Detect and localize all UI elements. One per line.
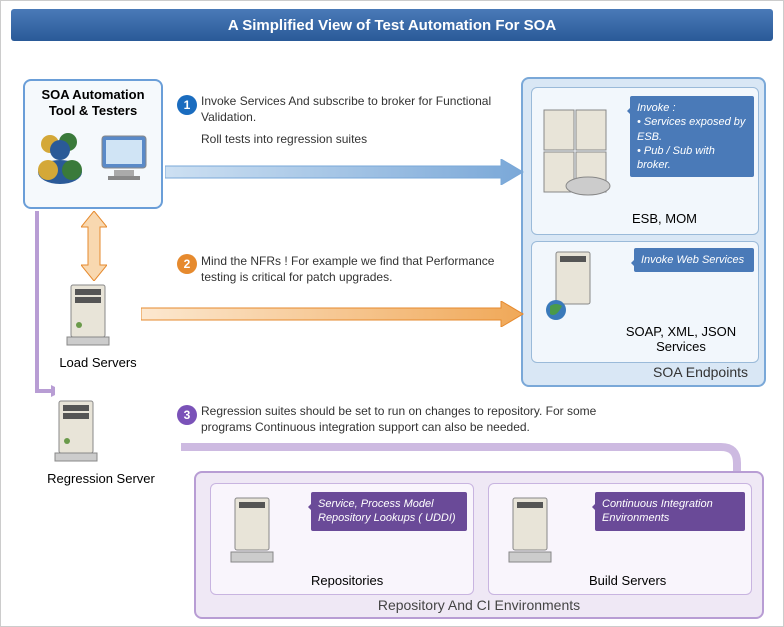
- repositories-label: Repositories: [311, 573, 383, 588]
- tool-testers-box: SOA Automation Tool & Testers: [23, 79, 163, 209]
- step-1-badge: 1: [177, 95, 197, 115]
- diagram-title: A Simplified View of Test Automation For…: [228, 17, 556, 34]
- tool-title: SOA Automation Tool & Testers: [25, 87, 161, 120]
- invoke-callout: Invoke : • Services exposed by ESB. • Pu…: [630, 96, 754, 177]
- repo-callout: Service, Process Model Repository Lookup…: [311, 492, 467, 531]
- regression-server-label: Regression Server: [41, 471, 161, 486]
- soa-endpoints-box: SOA Endpoints Invoke : • Services expose…: [521, 77, 766, 387]
- step-2-text: Mind the NFRs ! For example we find that…: [201, 253, 501, 285]
- arrow-step2: [141, 301, 525, 327]
- step-2-badge: 2: [177, 254, 197, 274]
- monitor-icon: [96, 128, 152, 184]
- esb-label: ESB, MOM: [632, 211, 697, 226]
- regression-server: Regression Server: [41, 397, 161, 486]
- build-servers-label: Build Servers: [589, 573, 666, 588]
- step-1-text: Invoke Services And subscribe to broker …: [201, 93, 501, 148]
- diagram-canvas: A Simplified View of Test Automation For…: [0, 0, 784, 627]
- step-3-badge: 3: [177, 405, 197, 425]
- ci-callout: Continuous Integration Environments: [595, 492, 745, 531]
- endpoints-title: SOA Endpoints: [653, 364, 748, 380]
- server-icon: [53, 281, 123, 351]
- server-icon: [217, 494, 287, 570]
- repo-ci-title: Repository And CI Environments: [196, 597, 762, 613]
- title-bar: A Simplified View of Test Automation For…: [11, 9, 773, 41]
- server-icon: [538, 248, 608, 328]
- load-servers: Load Servers: [53, 281, 143, 370]
- esb-mom-box: Invoke : • Services exposed by ESB. • Pu…: [531, 87, 759, 235]
- build-servers-box: Continuous Integration Environments Buil…: [488, 483, 752, 595]
- server-icon: [495, 494, 565, 570]
- load-servers-label: Load Servers: [53, 355, 143, 370]
- arrow-step1: [165, 159, 525, 185]
- arrow-tool-regression: [25, 211, 55, 411]
- soap-label: SOAP, XML, JSON Services: [612, 324, 750, 354]
- server-rack-icon: [538, 108, 618, 198]
- soap-box: Invoke Web Services SOAP, XML, JSON Serv…: [531, 241, 759, 363]
- repositories-box: Service, Process Model Repository Lookup…: [210, 483, 474, 595]
- arrow-tool-load: [81, 211, 107, 281]
- web-services-callout: Invoke Web Services: [634, 248, 754, 272]
- people-icon: [34, 128, 90, 184]
- step-3-text: Regression suites should be set to run o…: [201, 403, 641, 435]
- repo-ci-box: Repository And CI Environments Service, …: [194, 471, 764, 619]
